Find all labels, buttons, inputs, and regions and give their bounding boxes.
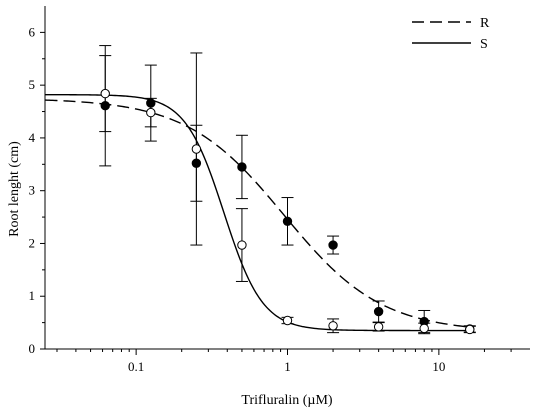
- data-point-s: [282, 315, 293, 326]
- data-points: [100, 88, 475, 335]
- y-ticks: 0 1 2 3 4 5 6: [29, 24, 45, 356]
- legend: R S: [412, 16, 490, 52]
- x-ticks: 0.1 1 10: [56, 349, 512, 374]
- data-point-s: [146, 107, 156, 118]
- data-point-s: [465, 324, 475, 335]
- fit-curve-r: [45, 99, 474, 329]
- legend-label-s: S: [480, 37, 488, 52]
- data-point-r: [373, 306, 384, 317]
- y-tick-label: 6: [29, 24, 36, 39]
- data-point-r: [237, 162, 247, 172]
- y-axis-label: Root lenght (cm): [7, 141, 22, 237]
- legend-label-r: R: [480, 16, 490, 31]
- data-point-r: [146, 98, 156, 108]
- axes: [44, 6, 530, 350]
- error-bars: [99, 45, 476, 335]
- x-axis-label: Trifluralin (µM): [241, 393, 332, 408]
- y-tick-label: 0: [29, 341, 36, 356]
- x-tick-label: 0.1: [128, 359, 144, 374]
- y-tick-label: 3: [29, 183, 36, 198]
- y-tick-label: 5: [29, 77, 36, 92]
- y-tick-label: 4: [29, 130, 36, 145]
- fit-curve-s: [45, 93, 474, 332]
- data-point-s: [328, 321, 338, 331]
- data-point-s: [237, 240, 247, 250]
- y-tick-label: 2: [29, 235, 36, 250]
- data-point-s: [191, 144, 202, 154]
- data-point-r: [100, 101, 110, 111]
- data-point-r: [282, 216, 293, 226]
- data-point-s: [419, 323, 429, 334]
- fit-curves: [45, 93, 474, 332]
- x-tick-label: 1: [284, 359, 291, 374]
- y-tick-label: 1: [29, 288, 36, 303]
- data-point-r: [328, 240, 338, 250]
- data-point-s: [100, 88, 110, 99]
- data-point-s: [373, 322, 384, 332]
- x-tick-label: 10: [432, 359, 445, 374]
- data-point-r: [191, 158, 202, 168]
